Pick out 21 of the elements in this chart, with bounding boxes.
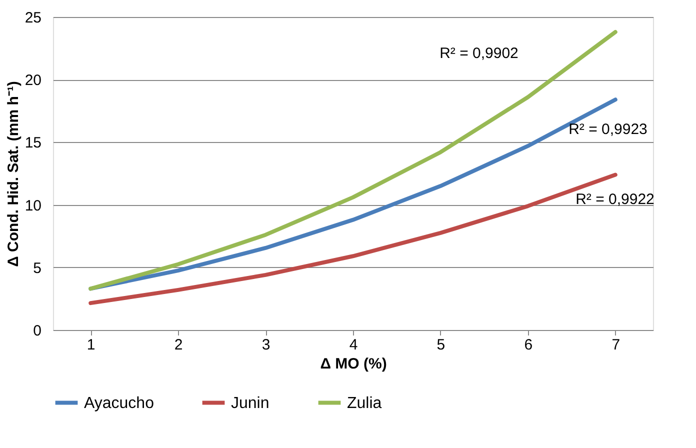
y-tick-label: 10 xyxy=(24,197,42,214)
legend-label: Zulia xyxy=(347,394,382,412)
legend-label: Junin xyxy=(231,394,270,412)
y-tick-label: 25 xyxy=(24,10,42,26)
x-axis-title: Δ MO (%) xyxy=(320,356,387,372)
x-tick-label: 3 xyxy=(262,336,270,354)
y-tick-label: 0 xyxy=(33,322,42,340)
x-tick-label: 1 xyxy=(86,336,96,354)
legend-label: Ayacucho xyxy=(84,394,154,412)
annotation: R² = 0,9923 xyxy=(568,121,648,138)
x-tick-label: 4 xyxy=(349,336,358,354)
y-tick-label: 5 xyxy=(33,260,42,277)
annotation: R² = 0,9902 xyxy=(440,45,518,62)
annotation: R² = 0,9922 xyxy=(576,191,654,208)
x-tick-label: 2 xyxy=(174,336,183,354)
x-tick-label: 6 xyxy=(524,336,533,354)
y-tick-label: 15 xyxy=(24,134,42,152)
y-tick-label: 20 xyxy=(24,72,42,90)
y-axis-title: Δ Cond. Hid. Sat. (mm h⁻¹) xyxy=(4,81,22,267)
x-tick-label: 7 xyxy=(612,336,620,354)
x-tick-label: 5 xyxy=(436,336,446,354)
